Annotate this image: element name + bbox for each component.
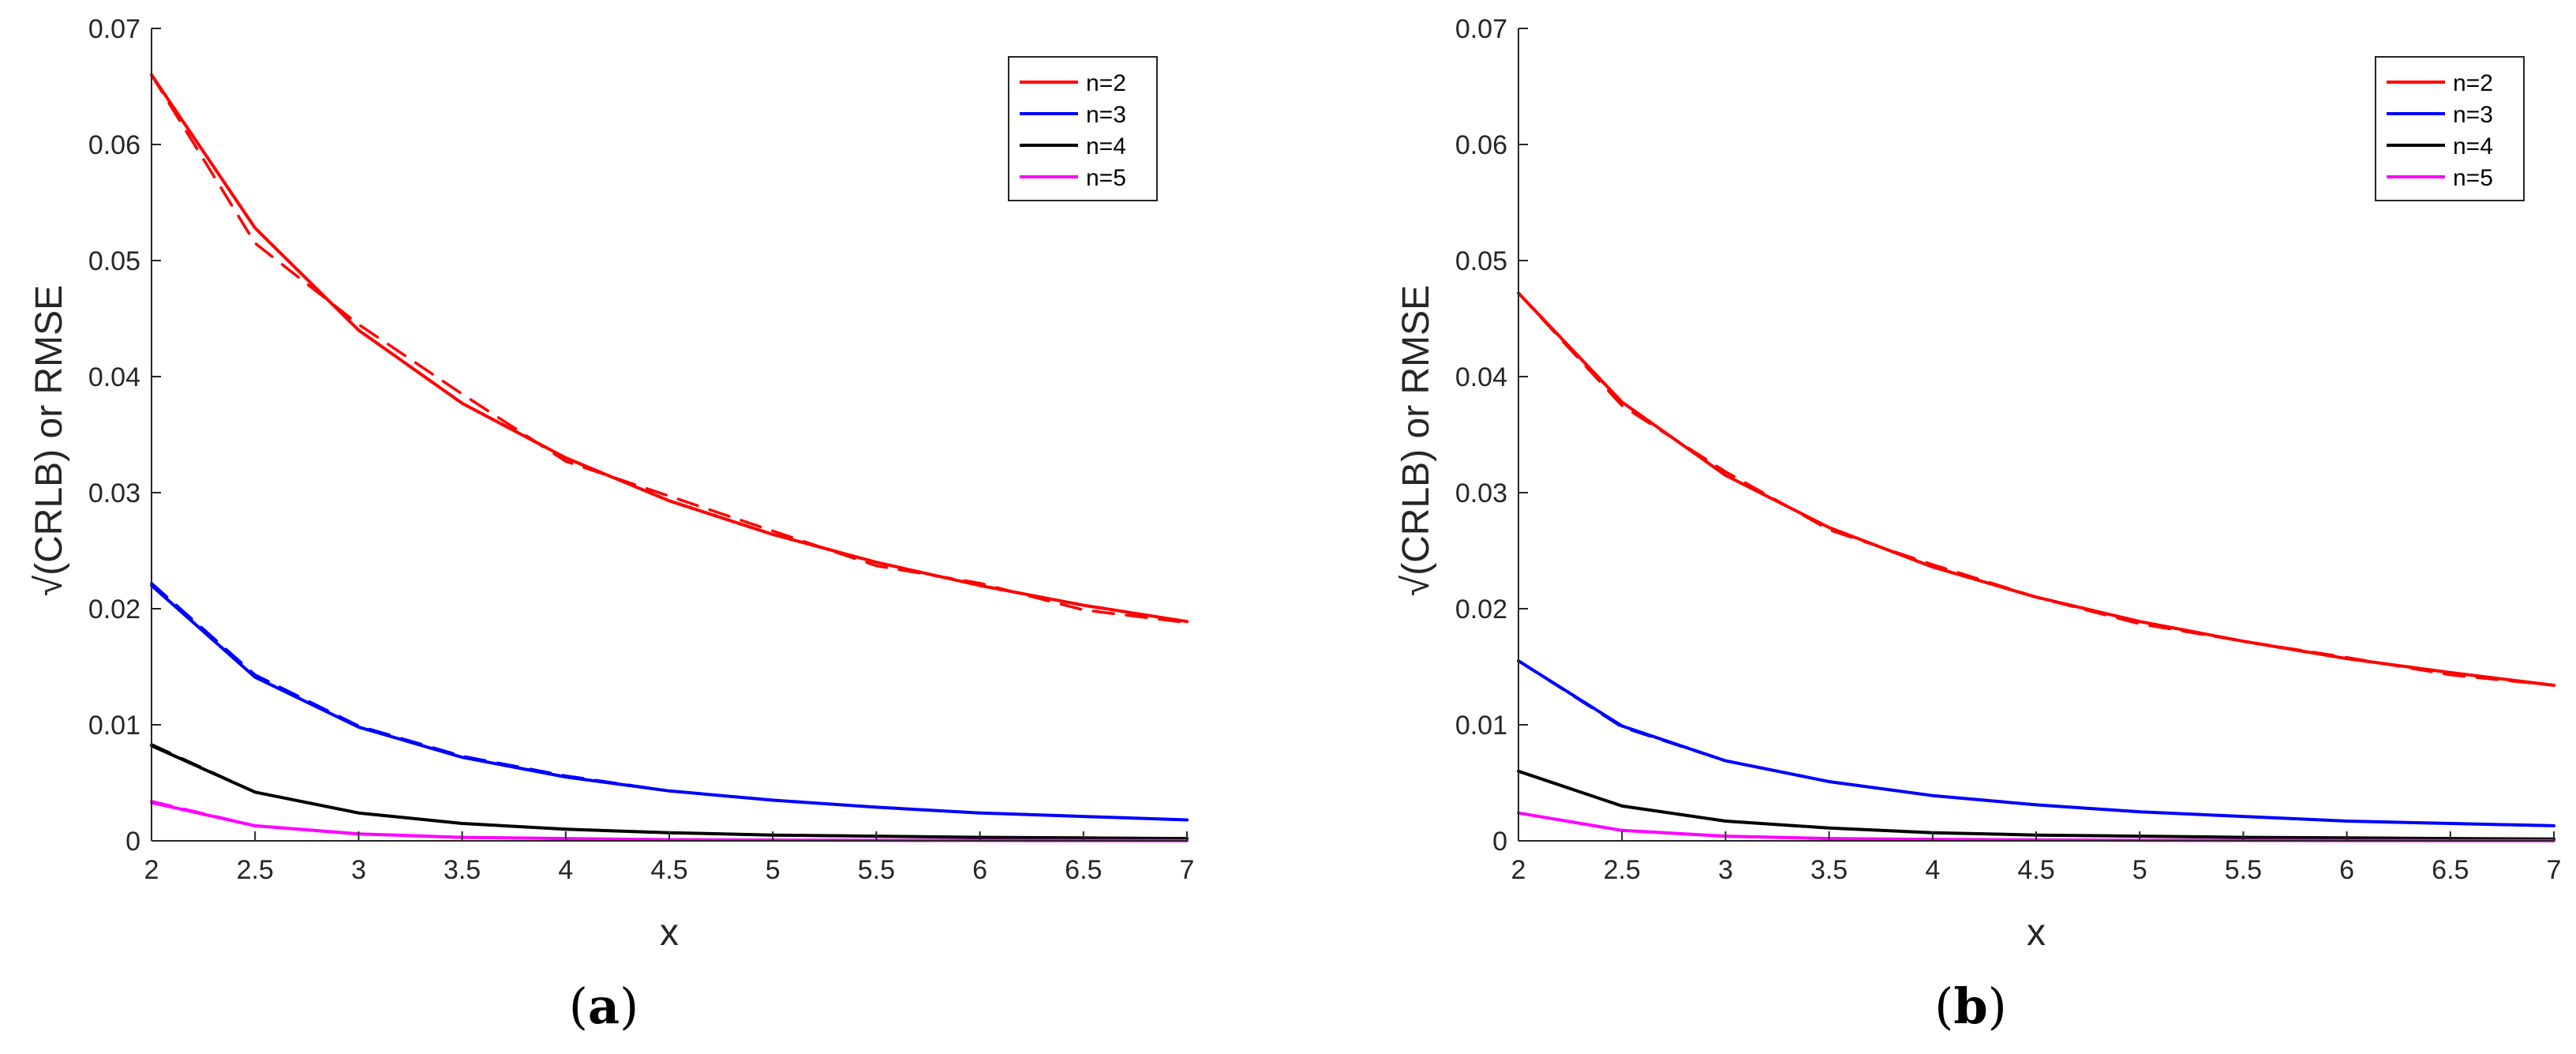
- chart-b-ytick-label: 0: [1492, 827, 1507, 857]
- chart-a-ytick-label: 0: [125, 827, 140, 857]
- chart-a-series-n3-dashed: [150, 581, 1189, 822]
- panel-a-caption: (a): [568, 977, 639, 1035]
- chart-b-ylabel: √(CRLB) or RMSE: [1395, 285, 1437, 596]
- chart-b-xtick-label: 2.5: [1604, 855, 1641, 885]
- chart-a-series-n2-dashed: [150, 73, 1189, 625]
- chart-a-legend-label-n5: n=5: [1086, 165, 1126, 191]
- chart-a-xtick-label: 5.5: [858, 855, 895, 885]
- chart-b-series-n2-solid: [1517, 291, 2555, 687]
- chart-a-legend-label-n2: n=2: [1086, 70, 1126, 96]
- chart-b-series-n3-dashed: [1517, 659, 2555, 827]
- chart-b-ytick-label: 0.05: [1455, 246, 1507, 276]
- chart-a-ytick-label: 0.02: [88, 595, 140, 625]
- chart-b-xtick-label: 6.5: [2432, 855, 2469, 885]
- chart-a-ytick-label: 0.05: [88, 246, 140, 276]
- chart-a-legend-label-n4: n=4: [1086, 133, 1126, 159]
- chart-b-ytick-label: 0.06: [1455, 130, 1507, 160]
- chart-b-xtick-label: 4.5: [2017, 855, 2054, 885]
- chart-b-xtick-label: 5.5: [2225, 855, 2262, 885]
- chart-b-xtick-label: 7: [2547, 855, 2562, 885]
- chart-panel-b: 2 2.5 3 3.5 4 4.5 5 5.5 6 6.5 7 0 0.01 0.02 0.03 0.04 0.…: [1288, 0, 2576, 1054]
- chart-a-series-n3-solid: [150, 583, 1189, 822]
- chart-b-series-n2-dashed: [1517, 291, 2555, 687]
- chart-b-ytick-label: 0.03: [1455, 478, 1507, 508]
- chart-b-xtick-label: 3.5: [1810, 855, 1848, 885]
- chart-b-series-n4-dashed: [1517, 770, 2555, 841]
- chart-b-ytick-label: 0.01: [1455, 711, 1507, 741]
- chart-a-ylabel: √(CRLB) or RMSE: [28, 285, 70, 596]
- chart-a-xtick-label: 6: [972, 855, 987, 885]
- chart-a-xtick-label: 3.5: [444, 855, 481, 885]
- chart-a-ytick-label: 0.03: [88, 478, 140, 508]
- chart-a-ytick-label: 0.06: [88, 130, 140, 160]
- chart-b-legend-label-n5: n=5: [2453, 165, 2493, 191]
- chart-b-xlabel: x: [2027, 912, 2046, 954]
- chart-b-legend-label-n2: n=2: [2453, 70, 2493, 96]
- chart-b-ytick-label: 0.07: [1455, 14, 1507, 44]
- chart-b-legend-label-n3: n=3: [2453, 102, 2493, 128]
- chart-a-xtick-label: 7: [1180, 855, 1195, 885]
- chart-b-xtick-label: 3: [1718, 855, 1733, 885]
- chart-b-xtick-label: 2: [1511, 855, 1526, 885]
- chart-a-xtick-label: 6.5: [1065, 855, 1102, 885]
- chart-b-xtick-label: 4: [1925, 855, 1940, 885]
- chart-a-xtick-label: 2.5: [237, 855, 274, 885]
- chart-a-xtick-label: 2: [144, 855, 159, 885]
- chart-b-ytick-label: 0.04: [1455, 362, 1507, 392]
- chart-a-svg: 2 2.5 3 3.5 4 4.5 5 5.5 6 6.5 7 0 0.01 0.02 0.03 0.04 0.…: [28, 14, 1195, 954]
- chart-a-xtick-label: 4: [558, 855, 573, 885]
- chart-b-xtick-label: 5: [2132, 855, 2147, 885]
- chart-b-ytick-label: 0.02: [1455, 595, 1507, 625]
- chart-a-ytick-label: 0.07: [88, 14, 140, 44]
- chart-b-legend-box: [2375, 56, 2525, 201]
- chart-a-ytick-label: 0.01: [88, 711, 140, 741]
- panel-b-caption: (b): [1934, 977, 2007, 1035]
- chart-a-xtick-label: 4.5: [650, 855, 687, 885]
- chart-a-xlabel: x: [660, 912, 679, 954]
- chart-b-svg: 2 2.5 3 3.5 4 4.5 5 5.5 6 6.5 7 0 0.01 0.02 0.03 0.04 0.…: [1395, 14, 2562, 954]
- chart-a-legend-label-n3: n=3: [1086, 102, 1126, 128]
- chart-a-legend-box: [1008, 56, 1158, 201]
- chart-a-ytick-label: 0.04: [88, 362, 140, 392]
- chart-b-legend-label-n4: n=4: [2453, 133, 2493, 159]
- chart-panel-a: 2 2.5 3 3.5 4 4.5 5 5.5 6 6.5 7 0 0.01 0.02 0.03 0.04 0.…: [28, 14, 1195, 1035]
- chart-a-xtick-label: 5: [766, 855, 781, 885]
- chart-a-xtick-label: 3: [351, 855, 366, 885]
- chart-b-xtick-label: 6: [2339, 855, 2354, 885]
